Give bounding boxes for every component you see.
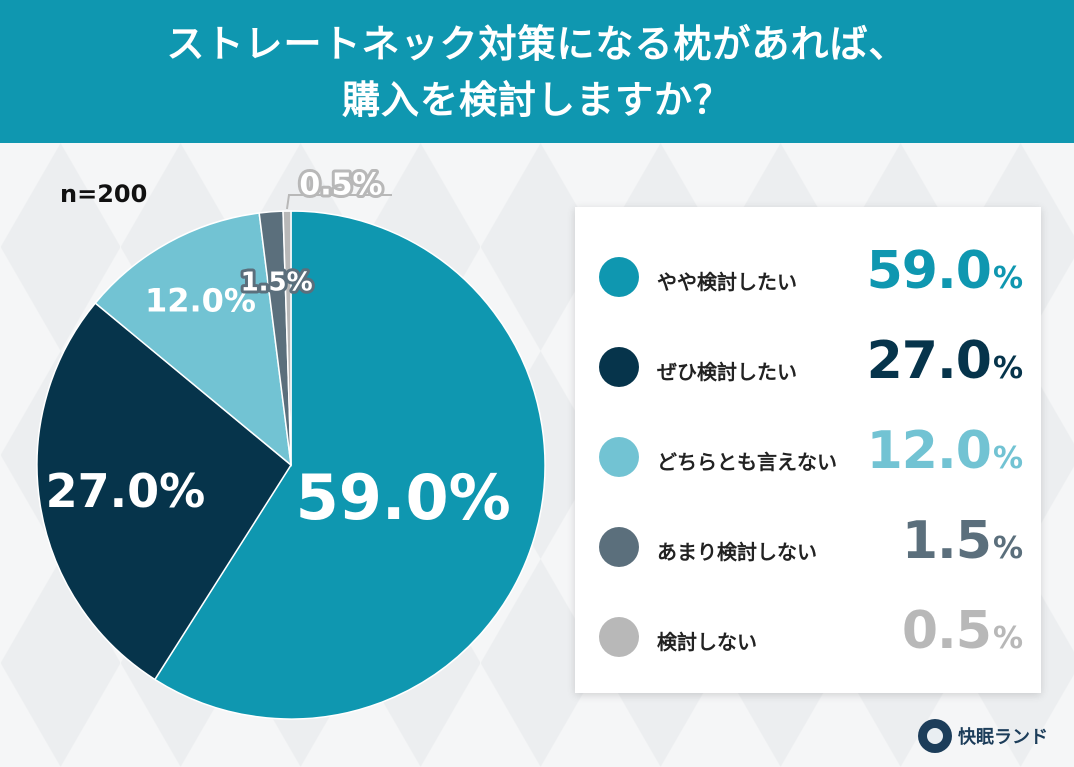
legend-item-2: どちらとも言えない 12.0% [575, 413, 1041, 503]
title-line-2: 購入を検討しますか？ [341, 77, 732, 122]
legend-label-3: あまり検討しない [657, 540, 817, 564]
legend-item-1: ぜひ検討したい 27.0% [575, 323, 1041, 413]
leader-line-4 [285, 194, 392, 210]
legend-value-1: 27.0% [867, 331, 1023, 391]
legend-value-number-1: 27.0 [866, 331, 992, 391]
legend-swatch-3 [599, 527, 639, 567]
legend-swatch-4 [599, 617, 639, 657]
brand-logo-icon [918, 719, 952, 753]
pie-label-3: 1.5% [241, 268, 313, 298]
pie-slice-1 [36, 302, 292, 681]
legend-value-number-4: 0.5 [901, 601, 992, 661]
legend-swatch-0 [599, 257, 639, 297]
legend-label-4: 検討しない [657, 630, 757, 654]
title-line-1: ストレートネック対策になる枕があれば、 [166, 21, 908, 66]
legend-value-unit-1: % [992, 351, 1023, 386]
pie-slice-4 [282, 210, 292, 466]
legend-panel: やや検討したい 59.0% ぜひ検討したい 27.0% どちらとも言えない 12… [575, 207, 1041, 693]
pie-chart: 59.0% 27.0% 12.0%1.5% 0.5% [36, 165, 546, 720]
legend-value-4: 0.5% [902, 601, 1023, 661]
legend-value-unit-0: % [992, 261, 1023, 296]
legend-value-unit-2: % [992, 441, 1023, 476]
brand-name: 快眠ランド [958, 727, 1048, 748]
pie-labels: 59.0% 27.0% 12.0%1.5% 0.5% [46, 165, 511, 535]
brand-mark: 快眠ランド [918, 718, 1048, 754]
legend-item-0: やや検討したい 59.0% [575, 233, 1041, 323]
pie-label-4: 0.5% [299, 168, 382, 203]
pie-slice-2 [94, 212, 292, 467]
legend-value-unit-3: % [992, 531, 1023, 566]
legend-value-0: 59.0% [867, 241, 1023, 301]
legend-swatch-1 [599, 347, 639, 387]
pie-slice-0 [153, 210, 546, 720]
legend-label-0: やや検討したい [657, 270, 797, 294]
sample-size-label: n=200 [60, 180, 148, 208]
leader-lines [285, 194, 392, 210]
pie-label-2: 12.0% [145, 281, 256, 319]
legend-value-3: 1.5% [902, 511, 1023, 571]
legend-value-2: 12.0% [867, 421, 1023, 481]
legend-item-4: 検討しない 0.5% [575, 593, 1041, 683]
pie-label-0: 59.0% [296, 461, 511, 534]
legend-label-2: どちらとも言えない [657, 450, 837, 474]
legend-value-unit-4: % [992, 621, 1023, 656]
header-banner: ストレートネック対策になる枕があれば、 購入を検討しますか？ [0, 0, 1074, 143]
legend-value-number-2: 12.0 [866, 421, 992, 481]
pie-label-1: 27.0% [46, 464, 206, 518]
legend-swatch-2 [599, 437, 639, 477]
legend-value-number-3: 1.5 [901, 511, 992, 571]
legend-label-1: ぜひ検討したい [657, 360, 797, 384]
pie-slices [36, 210, 546, 720]
legend-value-number-0: 59.0 [866, 241, 992, 301]
legend-item-3: あまり検討しない 1.5% [575, 503, 1041, 593]
